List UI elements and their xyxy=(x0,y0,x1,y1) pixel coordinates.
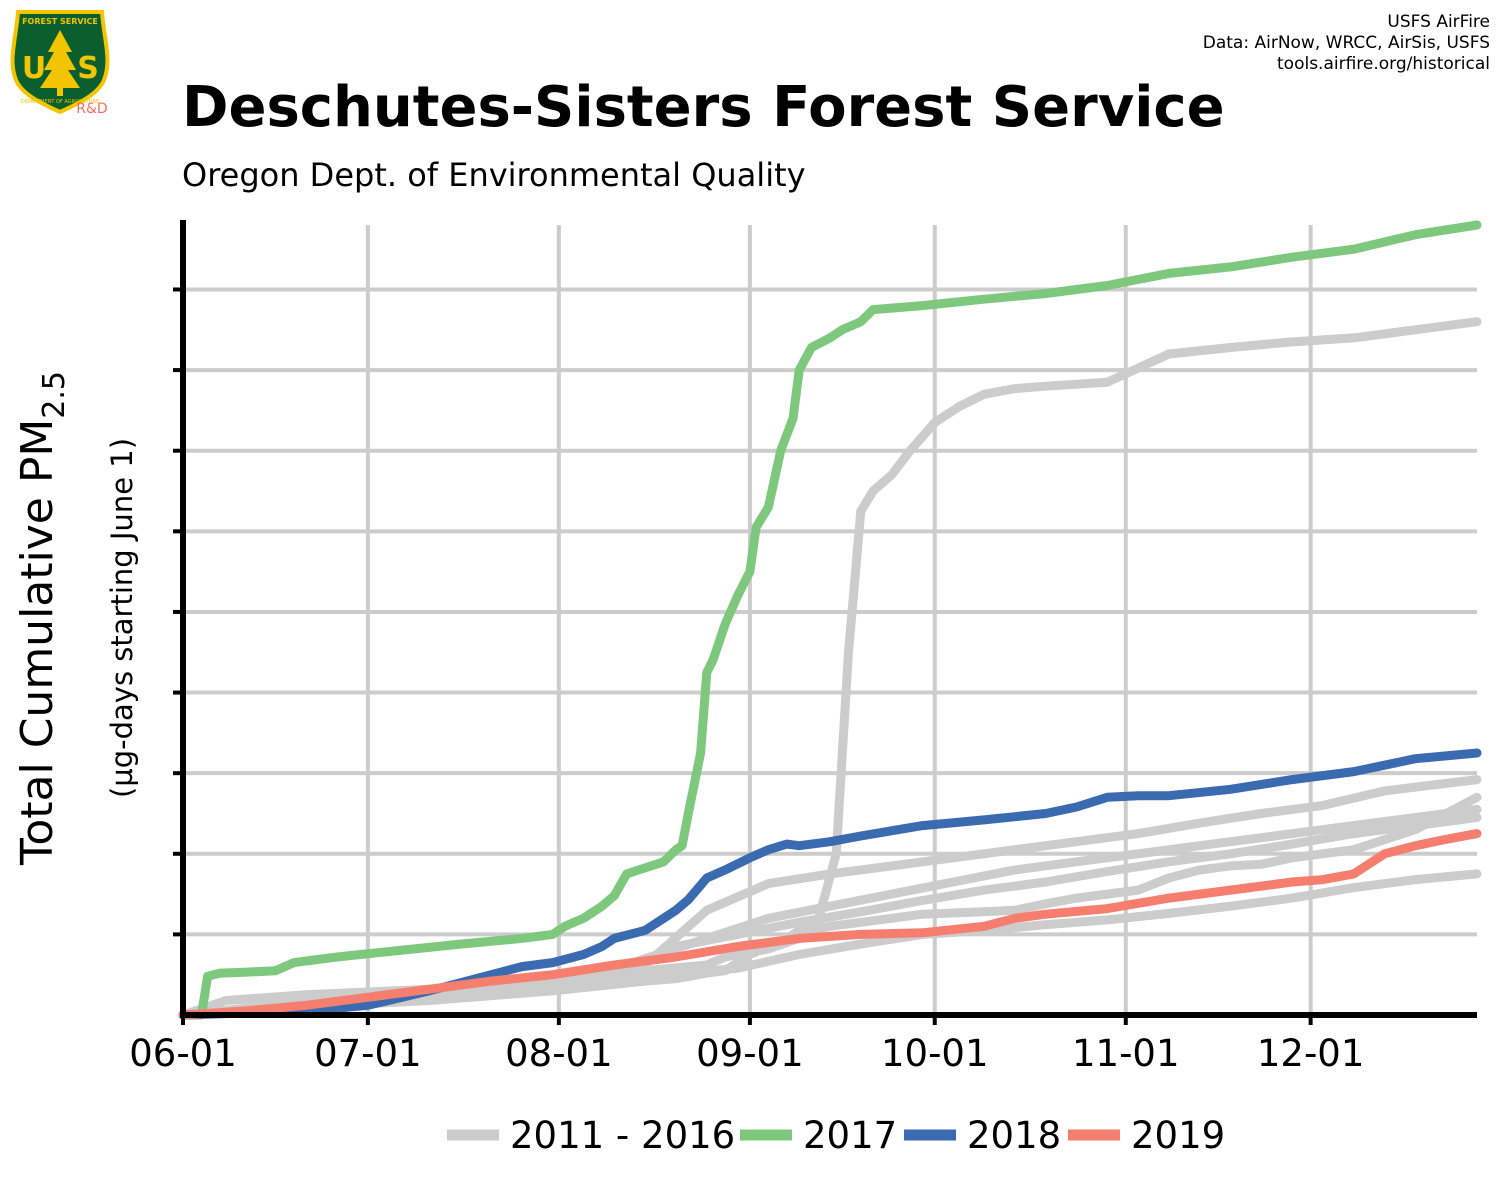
x-tick-label: 09-01 xyxy=(696,1032,804,1075)
logo-rd-tag: R&D xyxy=(76,101,107,117)
x-tick-label: 08-01 xyxy=(505,1032,613,1075)
x-tick-labels: 06-01 07-01 08-01 09-01 10-01 11-01 12-01 xyxy=(129,1032,1364,1075)
series-line-historical-4 xyxy=(178,792,1482,1020)
legend-label: 2017 xyxy=(803,1114,897,1157)
credit-line-3: tools.airfire.org/historical xyxy=(1277,54,1490,74)
y-axis-note-group: (µg-days starting June 1) xyxy=(105,438,139,798)
y-axis-label-group: Total Cumulative PM2.5 xyxy=(12,371,72,866)
chart-title: Deschutes-Sisters Forest Service xyxy=(182,75,1225,140)
series-line-2017 xyxy=(178,220,1482,1020)
logo-letter-u: U xyxy=(22,51,46,86)
legend: 2011 - 2016 2017 2018 2019 xyxy=(447,1114,1225,1157)
x-tick-label: 06-01 xyxy=(129,1032,237,1075)
x-tick-label: 07-01 xyxy=(314,1032,422,1075)
y-axis-label-main: Total Cumulative PM xyxy=(12,419,63,866)
legend-label: 2019 xyxy=(1131,1114,1225,1157)
axes xyxy=(173,220,1477,1025)
logo-tree xyxy=(40,30,80,96)
x-tick-label: 10-01 xyxy=(881,1032,989,1075)
legend-label: 2018 xyxy=(967,1114,1061,1157)
x-tick-label: 11-01 xyxy=(1072,1032,1180,1075)
series-line-historical-5 xyxy=(178,317,1482,1020)
series-line-historical-2 xyxy=(178,813,1482,1020)
x-tick-label: 12-01 xyxy=(1257,1032,1365,1075)
y-axis-label-subscript: 2.5 xyxy=(37,371,72,419)
logo-letter-s: S xyxy=(77,51,99,86)
chart-subtitle: Oregon Dept. of Environmental Quality xyxy=(182,156,806,194)
credit-line-1: USFS AirFire xyxy=(1387,12,1490,32)
forest-service-logo: FOREST SERVICE U S DEPARTMENT OF AGRICUL… xyxy=(10,10,110,117)
y-axis-note: (µg-days starting June 1) xyxy=(105,438,139,798)
legend-label: 2011 - 2016 xyxy=(510,1114,735,1157)
y-axis-label: Total Cumulative PM2.5 xyxy=(12,371,72,866)
credit-line-2: Data: AirNow, WRCC, AirSis, USFS xyxy=(1203,33,1490,53)
series-line-2018 xyxy=(178,748,1482,1020)
series-layer xyxy=(178,220,1482,1020)
logo-bottom-text: DEPARTMENT OF AGRICULTURE xyxy=(21,99,99,105)
logo-top-text: FOREST SERVICE xyxy=(22,17,98,26)
series-line-2019 xyxy=(178,829,1482,1020)
